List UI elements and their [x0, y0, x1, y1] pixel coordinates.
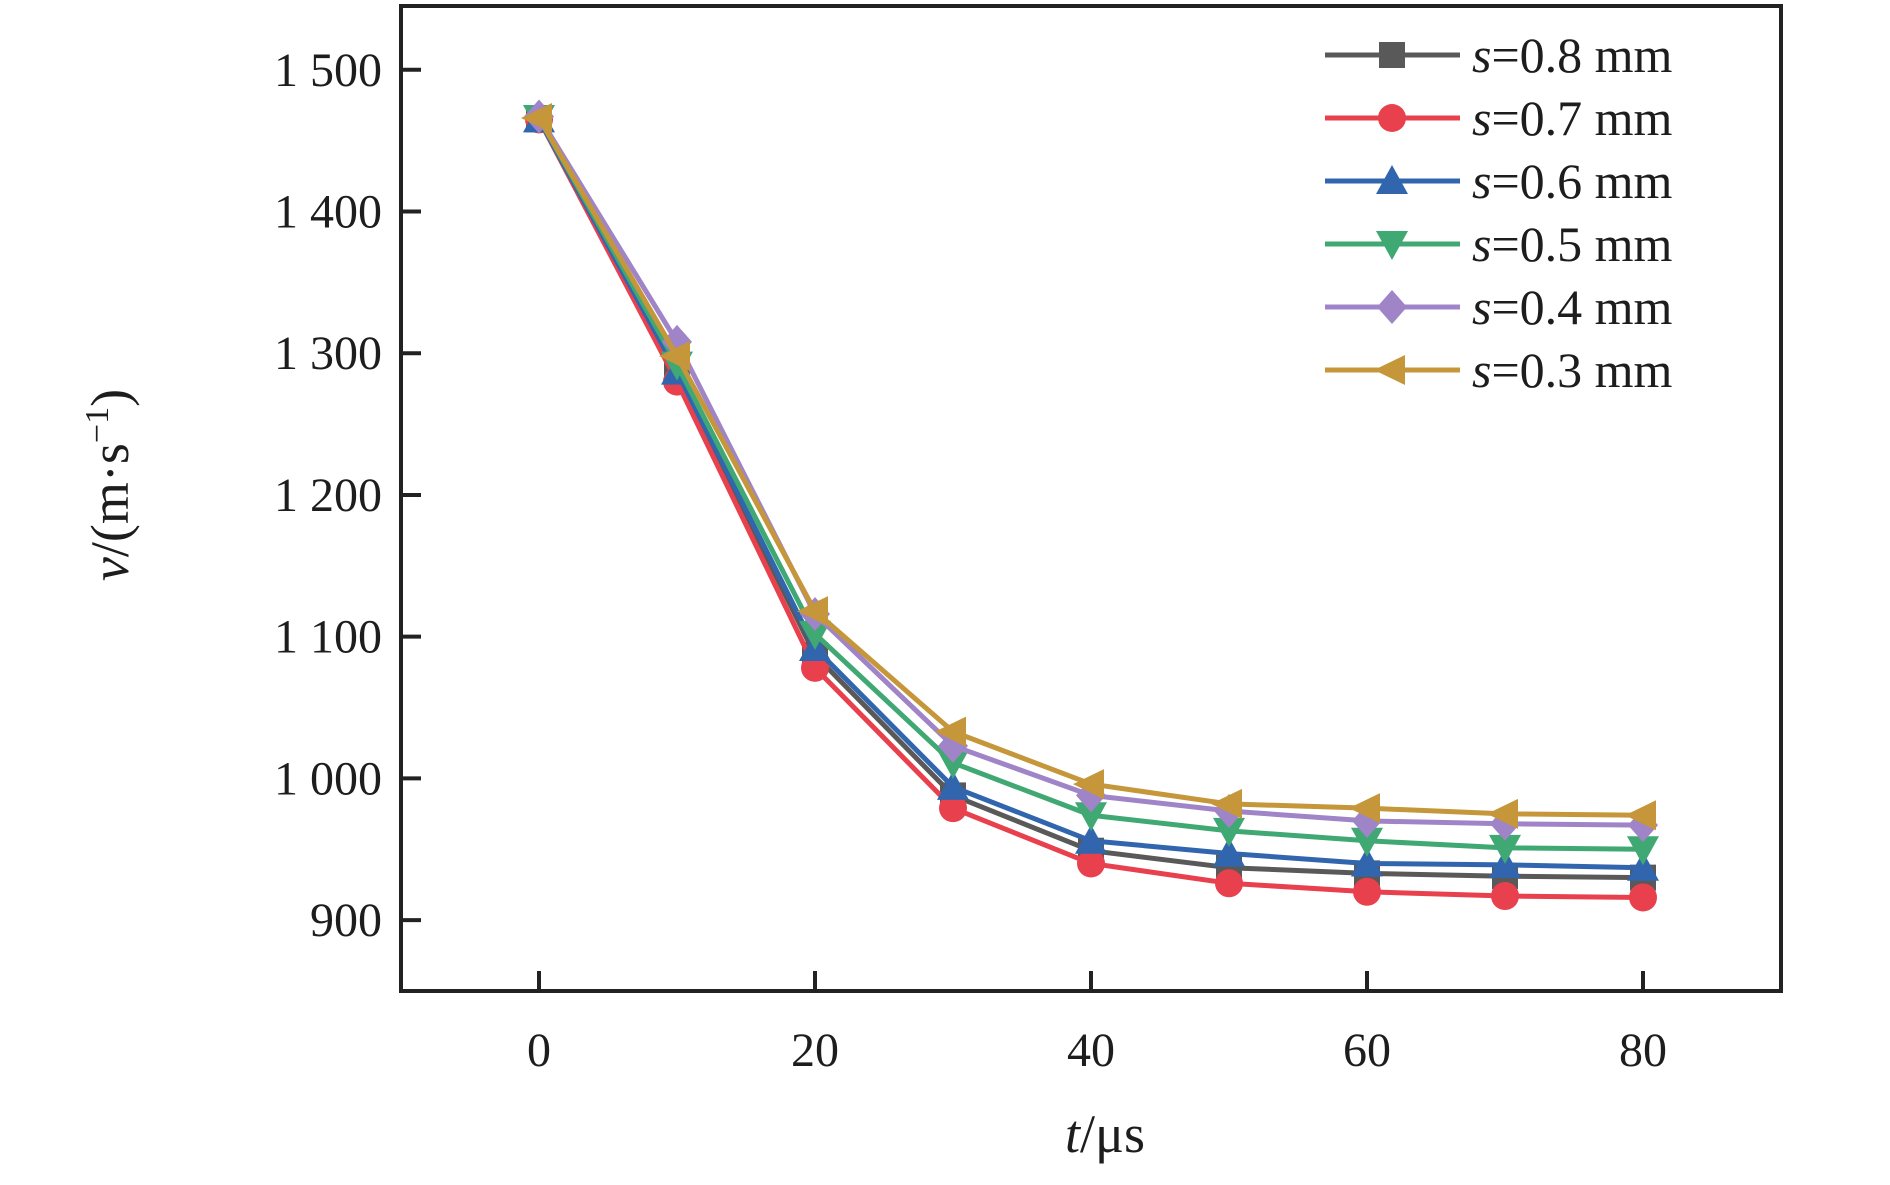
- legend-label: s=0.7 mm: [1472, 90, 1673, 146]
- data-point-marker: [1077, 849, 1105, 878]
- data-point-marker: [1213, 817, 1245, 847]
- y-tick-label: 1 100: [274, 611, 382, 664]
- legend-item-s-0.8-mm: s=0.8 mm: [1325, 27, 1673, 83]
- legend-marker-triangle-up: [1376, 165, 1408, 194]
- y-tick-label: 1 300: [274, 327, 382, 380]
- data-point-marker: [521, 102, 552, 133]
- data-point-marker: [1489, 834, 1521, 864]
- data-point-marker: [799, 620, 831, 650]
- legend-label: s=0.8 mm: [1472, 27, 1673, 83]
- legend-marker-triangle-down: [1376, 231, 1408, 260]
- data-point-marker: [797, 596, 828, 627]
- data-point-marker: [1215, 869, 1243, 898]
- data-point-marker: [1627, 836, 1659, 866]
- x-axis: 0 20 40 60 80: [527, 971, 1667, 1077]
- data-point-marker: [939, 794, 967, 823]
- legend: s=0.8 mm s=0.7 mm s=0.6 mm s=0.5 mm s=0.4 mm…: [1325, 27, 1673, 398]
- legend-item-s-0.6-mm: s=0.6 mm: [1325, 153, 1673, 209]
- x-tick-label: 20: [791, 1024, 839, 1077]
- data-point-marker: [1073, 769, 1104, 800]
- x-tick-label: 0: [527, 1024, 551, 1077]
- legend-label: s=0.4 mm: [1472, 279, 1673, 335]
- legend-label: s=0.6 mm: [1472, 153, 1673, 209]
- x-tick-label: 80: [1619, 1024, 1667, 1077]
- data-point-marker: [1075, 824, 1107, 854]
- series-s-0.4-mm: [524, 99, 1658, 843]
- y-axis-label: v/(m·s−1): [79, 389, 140, 581]
- y-tick-label: 1 200: [274, 469, 382, 522]
- y-tick-label: 1 400: [274, 186, 382, 239]
- plot-frame: [399, 4, 1783, 993]
- legend-marker-diamond: [1377, 290, 1407, 324]
- legend-marker-square: [1379, 42, 1405, 68]
- legend-item-s-0.7-mm: s=0.7 mm: [1325, 90, 1673, 146]
- x-axis-label: t/μs: [1065, 1104, 1145, 1164]
- y-tick-label: 900: [310, 894, 382, 947]
- data-point-marker: [1487, 798, 1518, 829]
- legend-item-s-0.4-mm: s=0.4 mm: [1325, 279, 1673, 335]
- legend-item-s-0.3-mm: s=0.3 mm: [1325, 342, 1673, 398]
- series-s-0.3-mm: [521, 102, 1656, 831]
- data-point-marker: [1625, 800, 1656, 831]
- data-point-marker: [1351, 827, 1383, 857]
- data-point-marker: [1353, 877, 1381, 906]
- legend-label: s=0.3 mm: [1472, 342, 1673, 398]
- legend-item-s-0.5-mm: s=0.5 mm: [1325, 216, 1673, 272]
- series-s-0.5-mm: [523, 104, 1659, 866]
- data-point-marker: [937, 770, 969, 800]
- data-point-marker: [935, 716, 966, 747]
- legend-marker-circle: [1378, 104, 1406, 132]
- data-point-marker: [1629, 883, 1657, 912]
- x-tick-label: 60: [1343, 1024, 1391, 1077]
- data-point-marker: [937, 749, 969, 779]
- y-axis: 900 1 000 1 100 1 200 1 300 1 400 1 500: [274, 44, 421, 947]
- x-tick-label: 40: [1067, 1024, 1115, 1077]
- data-point-marker: [1349, 793, 1380, 824]
- legend-label: s=0.5 mm: [1472, 216, 1673, 272]
- data-point-marker: [1627, 851, 1659, 881]
- data-point-marker: [1075, 802, 1107, 832]
- data-point-marker: [1351, 847, 1383, 877]
- data-point-marker: [1491, 882, 1519, 911]
- data-point-marker: [1211, 788, 1242, 819]
- y-tick-label: 1 000: [274, 752, 382, 805]
- data-point-marker: [659, 341, 690, 372]
- y-tick-label: 1 500: [274, 44, 382, 97]
- legend-marker-triangle-left: [1374, 355, 1405, 385]
- data-point-marker: [1213, 837, 1245, 867]
